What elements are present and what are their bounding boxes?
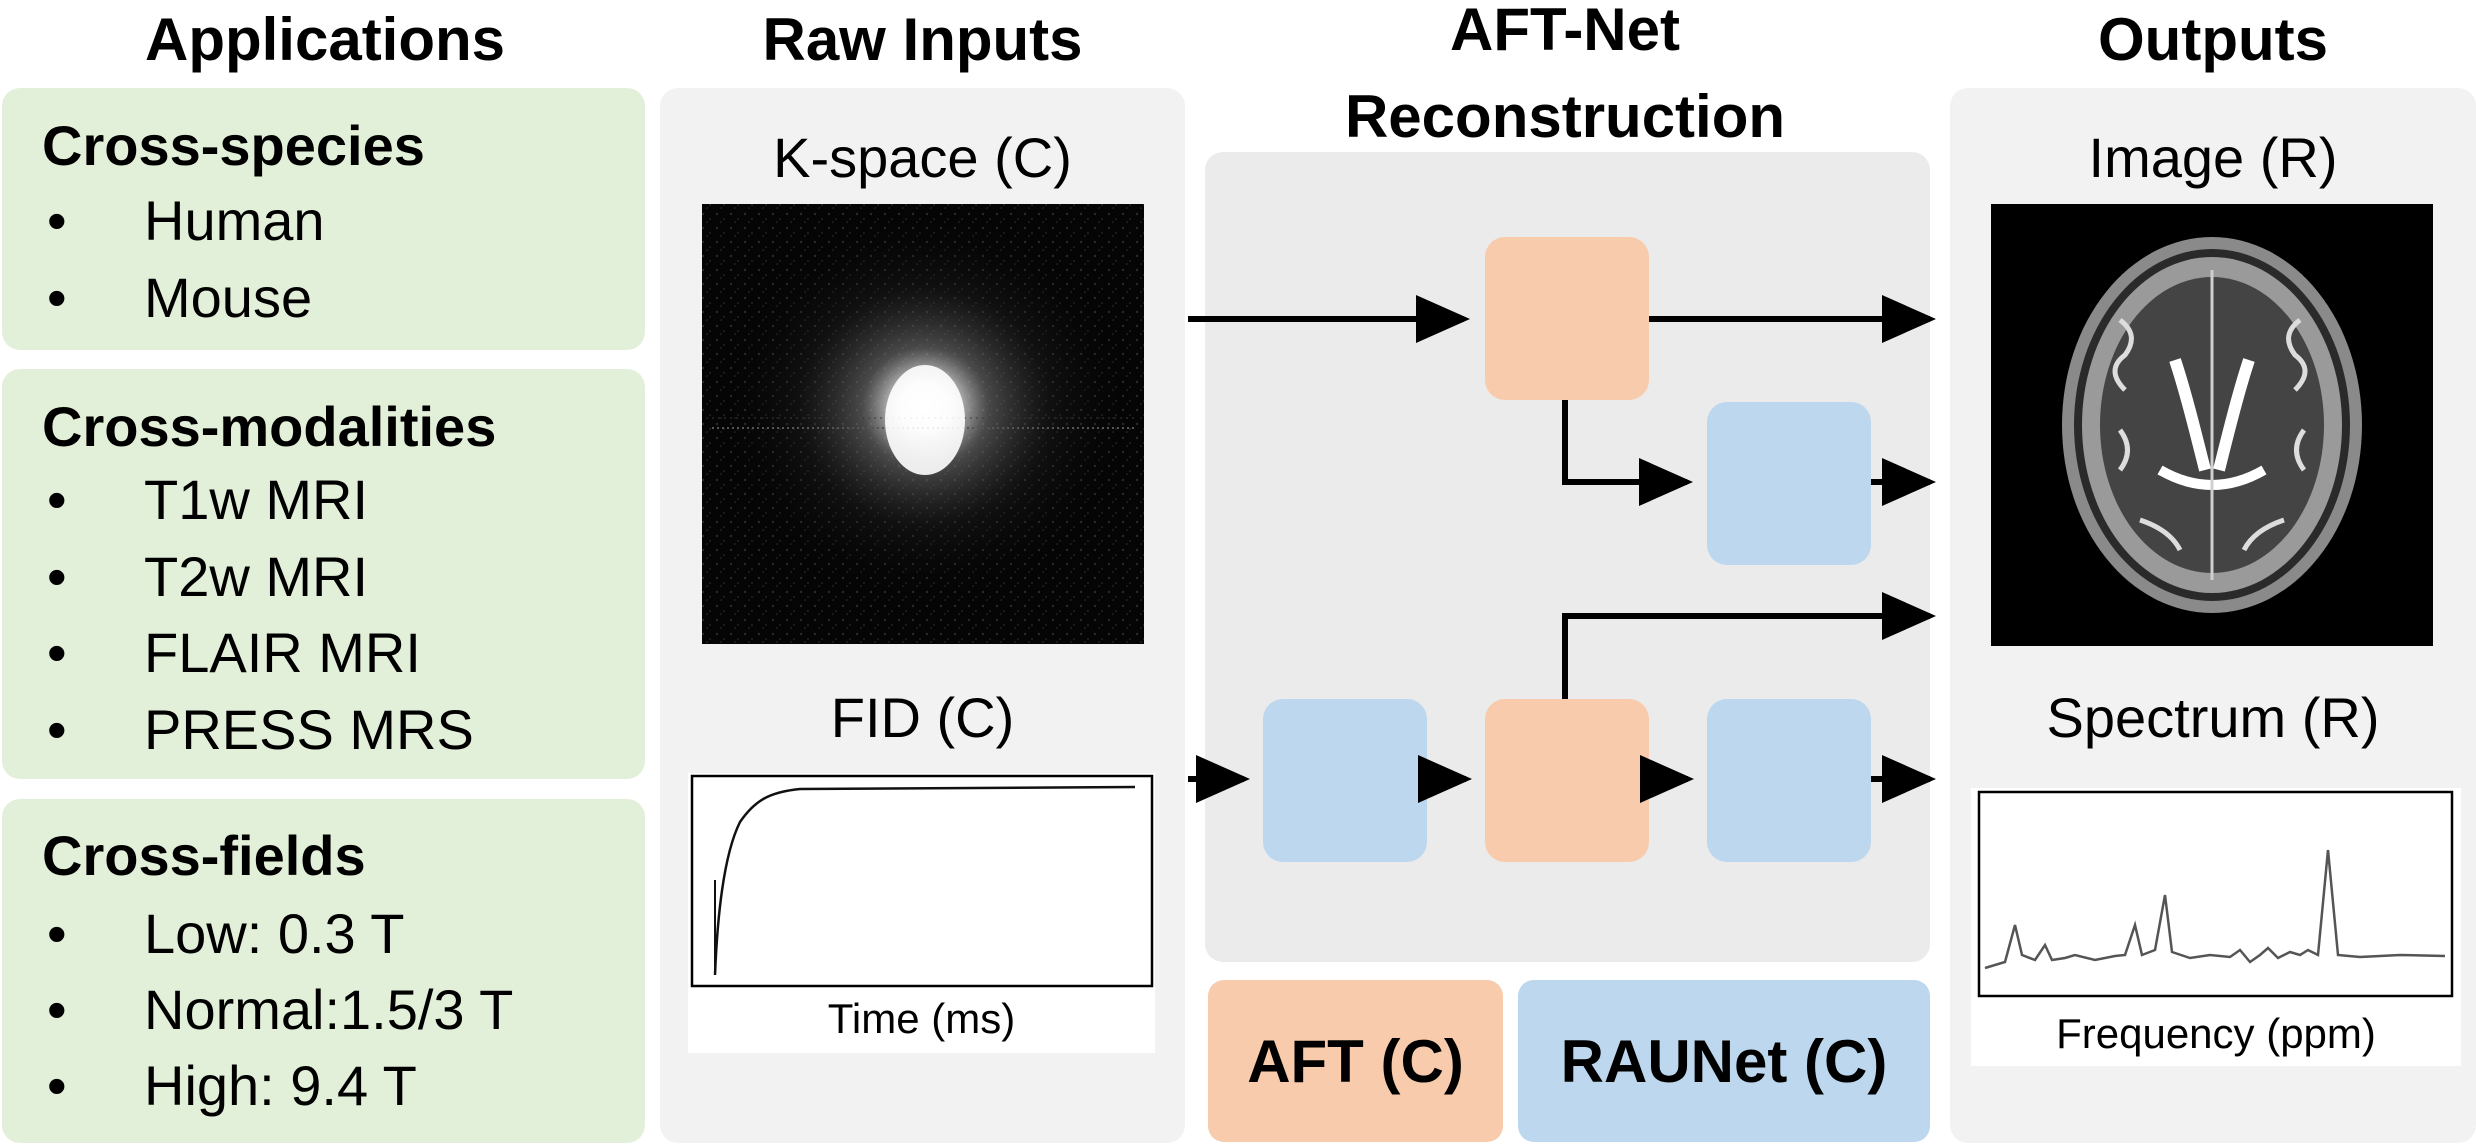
spectrum-x-axis-label: Frequency (ppm) [2056, 1010, 2376, 1057]
fid-x-axis-label: Time (ms) [827, 995, 1016, 1042]
reconstruction-heading-line2: Reconstruction [1344, 83, 1786, 150]
list-item: PRESS MRS [144, 698, 474, 761]
list-item: Human [144, 189, 325, 252]
fid-plot [688, 773, 1155, 1053]
reconstruction-heading-line1: AFT-Net [1450, 0, 1680, 63]
bullet: • [47, 266, 67, 329]
aft-block-top [1485, 237, 1649, 400]
bullet: • [47, 698, 67, 761]
flow-arrows [1188, 295, 1936, 803]
raunet-block-bottom-right [1707, 699, 1871, 862]
bullet: • [47, 1054, 67, 1117]
bullet: • [47, 468, 67, 531]
outputs-heading: Outputs [2098, 6, 2328, 73]
cross-fields-title: Cross-fields [42, 824, 366, 887]
cross-species-panel: Cross-species • Human • Mouse [2, 88, 645, 350]
brain-image [1991, 204, 2433, 646]
cross-modalities-panel: Cross-modalities • T1w MRI • T2w MRI • F… [2, 369, 645, 779]
raunet-block-bottom-left [1263, 699, 1427, 862]
bullet: • [47, 978, 67, 1041]
raunet-block-top [1707, 402, 1871, 565]
bullet: • [47, 621, 67, 684]
applications-heading: Applications [144, 6, 506, 73]
list-item: Low: 0.3 T [144, 902, 405, 965]
bullet: • [47, 545, 67, 608]
spectrum-plot [1971, 788, 2461, 1066]
kspace-label: K-space (C) [773, 126, 1072, 189]
raw-inputs-heading: Raw Inputs [762, 6, 1083, 73]
bullet: • [47, 902, 67, 965]
cross-fields-panel: Cross-fields • Low: 0.3 T • Normal:1.5/3… [2, 799, 645, 1143]
list-item: Normal:1.5/3 T [144, 978, 514, 1041]
cross-species-title: Cross-species [42, 114, 425, 177]
list-item: T2w MRI [144, 545, 368, 608]
list-item: High: 9.4 T [144, 1054, 417, 1117]
fid-label: FID (C) [830, 686, 1015, 749]
legend-aft: AFT (C) [1208, 980, 1503, 1142]
bullet: • [47, 189, 67, 252]
image-label: Image (R) [2088, 126, 2338, 189]
cross-modalities-title: Cross-modalities [42, 395, 497, 458]
spectrum-label: Spectrum (R) [2046, 686, 2380, 749]
list-item: Mouse [144, 266, 313, 329]
legend-raunet: RAUNet (C) [1518, 980, 1930, 1142]
list-item: FLAIR MRI [144, 621, 421, 684]
list-item: T1w MRI [144, 468, 368, 531]
kspace-image [702, 204, 1144, 644]
aft-block-bottom [1485, 699, 1649, 862]
